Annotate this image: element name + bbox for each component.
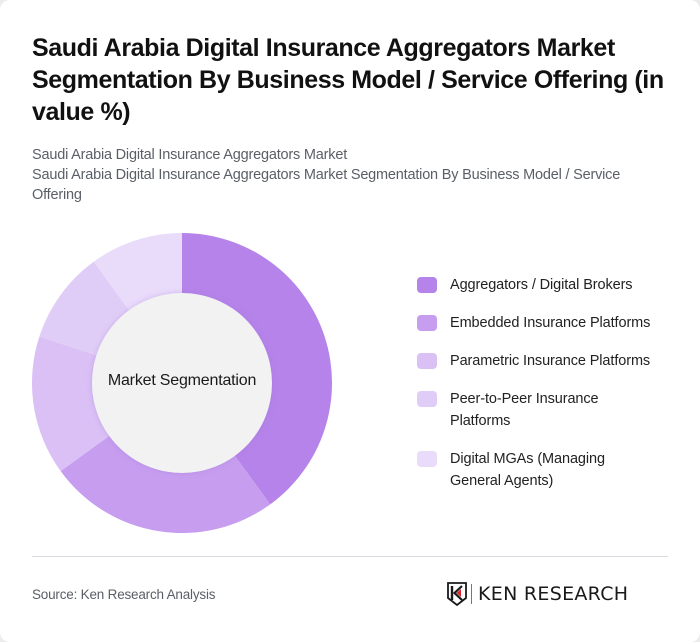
legend-label: Embedded Insurance Platforms — [450, 315, 651, 331]
legend-label: Digital MGAs (Managing General Agents) — [450, 451, 605, 489]
legend-label: Aggregators / Digital Brokers — [450, 277, 633, 293]
subtitle-line-1: Saudi Arabia Digital Insurance Aggregato… — [32, 147, 348, 163]
legend-swatch — [417, 391, 437, 407]
legend-item-parametric[interactable]: Parametric Insurance Platforms — [417, 350, 687, 372]
legend-item-peer-to-peer[interactable]: Peer-to-Peer Insurance Platforms — [417, 388, 650, 432]
chart-title: Saudi Arabia Digital Insurance Aggregato… — [32, 34, 664, 126]
donut-hole — [92, 293, 272, 473]
donut-svg — [32, 233, 332, 533]
legend-swatch — [417, 353, 437, 369]
donut-chart: Market Segmentation — [0, 225, 370, 545]
legend-item-embedded[interactable]: Embedded Insurance Platforms — [417, 312, 687, 334]
chart-legend: Aggregators / Digital Brokers Embedded I… — [417, 274, 687, 508]
footer-divider — [32, 556, 668, 557]
chart-subtitle: Saudi Arabia Digital Insurance Aggregato… — [32, 145, 652, 205]
ken-research-logo: KEN RESEARCH — [447, 581, 628, 607]
legend-swatch — [417, 451, 437, 467]
legend-swatch — [417, 315, 437, 331]
logo-divider — [471, 584, 472, 604]
legend-label: Parametric Insurance Platforms — [450, 353, 651, 369]
legend-label: Peer-to-Peer Insurance Platforms — [450, 391, 599, 429]
subtitle-line-2: Saudi Arabia Digital Insurance Aggregato… — [32, 167, 621, 203]
legend-item-aggregators[interactable]: Aggregators / Digital Brokers — [417, 274, 687, 296]
logo-text: KEN RESEARCH — [478, 583, 629, 605]
ken-research-shield-icon — [447, 582, 467, 606]
donut-center-label: Market Segmentation — [107, 372, 257, 389]
legend-swatch — [417, 277, 437, 293]
legend-item-digital-mgas[interactable]: Digital MGAs (Managing General Agents) — [417, 448, 650, 492]
source-note: Source: Ken Research Analysis — [32, 587, 216, 602]
